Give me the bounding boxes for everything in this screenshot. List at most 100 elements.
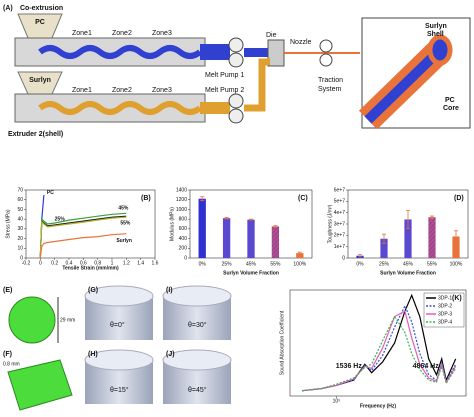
- legend-label: 3DP-3: [438, 311, 452, 317]
- fiber-core: [364, 46, 444, 124]
- pipe: [244, 48, 269, 57]
- y-tick-label: 60: [17, 197, 23, 203]
- x-axis-label: Tensile Strain (mm/mm): [62, 265, 119, 271]
- bar: [296, 253, 304, 258]
- die: [267, 39, 285, 67]
- y-tick-label: 1200: [176, 197, 187, 203]
- x-tick-label: 0%: [199, 261, 207, 267]
- y-tick-label: 50: [17, 207, 23, 213]
- panel-label: (J): [166, 351, 175, 358]
- series-line: [39, 215, 127, 259]
- extruder-label: Extruder 2(shell): [8, 131, 63, 138]
- y-tick-label: 800: [179, 216, 188, 222]
- error-bar: [454, 230, 458, 243]
- error-bar: [358, 254, 362, 258]
- y-tick-label: 70: [17, 187, 23, 193]
- x-tick-label: 45%: [246, 261, 257, 267]
- core-label: Core: [443, 105, 459, 112]
- x-tick-label: 25%: [379, 261, 390, 267]
- bar: [198, 198, 206, 258]
- x-tick-label: 55%: [427, 261, 438, 267]
- series-line: [302, 310, 457, 392]
- diagram: (A) Co-extrusion PC Zone1 Zone2 Zone3 Me…: [0, 0, 474, 180]
- core-label: PC: [445, 97, 455, 104]
- annotation: 4864 Hz: [413, 363, 440, 370]
- angle-label: θ=15°: [110, 386, 129, 394]
- bar: [271, 226, 280, 258]
- y-axis-label: Toughness (J/m³): [327, 204, 333, 243]
- hopper-label: Surlyn: [29, 77, 51, 84]
- panel-label: (E): [3, 287, 12, 294]
- series-label: Surlyn: [116, 238, 132, 244]
- y-tick-label: 4e+7: [334, 210, 345, 216]
- panel-label: (B): [141, 195, 151, 202]
- series-label: 45%: [118, 206, 129, 212]
- x-tick-label: 100%: [293, 261, 306, 267]
- y-tick-label: 1400: [176, 187, 187, 193]
- y-tick-label: 40: [17, 216, 23, 222]
- angle-label: θ=30°: [188, 321, 207, 329]
- y-tick-label: 600: [179, 226, 188, 232]
- pump-label: Melt Pump 1: [205, 72, 244, 79]
- bar: [380, 238, 388, 258]
- error-bar: [249, 218, 253, 221]
- pipe: [200, 44, 230, 60]
- zone-label: Zone2: [112, 87, 132, 94]
- panel-label: (G): [88, 287, 98, 294]
- y-tick-label: 30: [17, 226, 23, 232]
- legend-label: 3DP-1: [438, 295, 452, 301]
- error-bar: [430, 215, 434, 219]
- y-tick-label: 200: [179, 246, 188, 252]
- y-tick-label: 20: [17, 236, 23, 242]
- roller: [319, 53, 333, 67]
- series-line: [302, 304, 457, 392]
- pipe: [244, 58, 270, 112]
- x-tick-label: 1: [111, 260, 114, 266]
- series-label: 25%: [55, 216, 66, 222]
- plot-frame: [289, 289, 467, 397]
- pump-gear: [228, 52, 244, 68]
- size-label: 0.8 mm: [3, 361, 20, 367]
- sample-top: [84, 285, 154, 307]
- panel-label: (A): [3, 5, 13, 12]
- y-axis-label: Sound Absorption Coefficient: [279, 310, 285, 375]
- x-tick-label: 55%: [270, 261, 281, 267]
- y-tick-label: 10: [17, 246, 23, 252]
- x-tick-label: 0.4: [66, 260, 73, 266]
- pipe: [200, 102, 230, 114]
- y-axis-label: Modulus (MPa): [169, 207, 175, 241]
- y-tick-label: 0: [184, 255, 187, 261]
- title: Co-extrusion: [20, 5, 63, 12]
- die-label: Die: [266, 32, 277, 39]
- y-tick-label: 400: [179, 236, 188, 242]
- sample-disk: [8, 296, 56, 344]
- bar: [452, 236, 460, 258]
- y-tick-label: 0: [342, 255, 345, 261]
- images: (E) 29 mm (F) 0.8 mm (G) θ=0° (I) θ=30° …: [3, 285, 232, 411]
- barrel: [14, 37, 206, 67]
- series-label: 55%: [120, 221, 131, 227]
- x-tick-label: 1.6: [152, 260, 159, 266]
- x-axis-label: Surlyn Volume Fraction: [380, 270, 436, 276]
- series-line: [302, 315, 457, 392]
- series-line: [39, 212, 127, 259]
- panel-label: (F): [3, 351, 12, 358]
- sample-top: [162, 349, 232, 371]
- panel-label: (C): [298, 195, 308, 202]
- panel-label: (K): [452, 295, 462, 302]
- x-tick-label: 100%: [450, 261, 463, 267]
- roller: [319, 39, 333, 53]
- error-bar: [224, 217, 229, 220]
- zone-label: Zone1: [72, 87, 92, 94]
- y-tick-label: 1000: [176, 207, 187, 213]
- nozzle-label: Nozzle: [290, 39, 312, 46]
- sample-top: [84, 349, 154, 371]
- bar: [247, 219, 255, 258]
- sample-top: [162, 285, 232, 307]
- zone-label: Zone3: [152, 30, 172, 37]
- y-tick-label: 2e+7: [334, 233, 345, 239]
- error-bar: [406, 210, 410, 229]
- x-tick-label: 1.2: [123, 260, 130, 266]
- cylinders: [84, 285, 232, 404]
